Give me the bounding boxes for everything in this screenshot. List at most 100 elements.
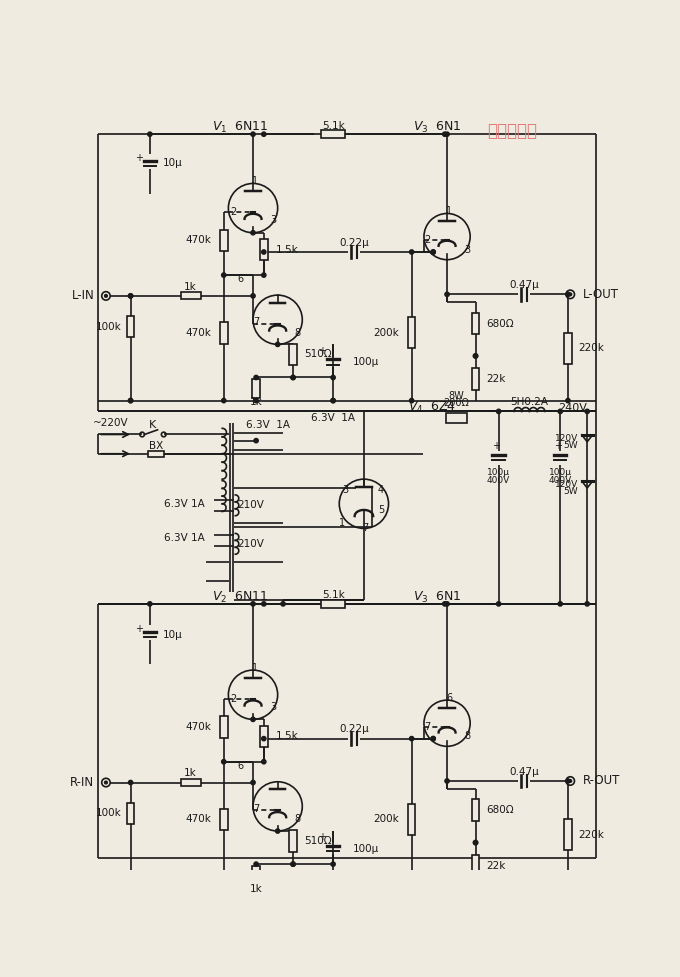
Text: 2: 2 bbox=[424, 235, 430, 245]
Circle shape bbox=[148, 602, 152, 606]
Circle shape bbox=[251, 602, 255, 606]
Circle shape bbox=[409, 885, 414, 889]
Text: 8: 8 bbox=[464, 732, 470, 742]
Text: 100µ: 100µ bbox=[549, 469, 572, 478]
Text: 1k: 1k bbox=[184, 768, 197, 779]
Circle shape bbox=[569, 293, 572, 296]
Text: 470k: 470k bbox=[186, 815, 211, 825]
Text: 210V: 210V bbox=[237, 500, 264, 510]
Circle shape bbox=[253, 295, 303, 344]
Circle shape bbox=[254, 399, 258, 403]
Circle shape bbox=[281, 602, 285, 606]
Circle shape bbox=[105, 294, 107, 297]
Text: 470k: 470k bbox=[186, 722, 211, 732]
Bar bbox=[126, 316, 135, 337]
Text: $V_3$  6N1: $V_3$ 6N1 bbox=[413, 589, 461, 605]
Bar bbox=[564, 820, 572, 850]
Text: 0.47µ: 0.47µ bbox=[509, 767, 539, 777]
Text: 1: 1 bbox=[252, 176, 258, 187]
Text: 3: 3 bbox=[464, 244, 470, 255]
Text: 7: 7 bbox=[253, 318, 259, 327]
Circle shape bbox=[262, 737, 266, 741]
Circle shape bbox=[102, 292, 110, 300]
Circle shape bbox=[409, 250, 414, 254]
Text: 0.47µ: 0.47µ bbox=[509, 280, 539, 290]
Text: 510Ω: 510Ω bbox=[304, 350, 331, 360]
Circle shape bbox=[558, 409, 562, 413]
Text: +: + bbox=[318, 346, 326, 356]
Text: 1k: 1k bbox=[250, 884, 262, 894]
Circle shape bbox=[222, 273, 226, 277]
Circle shape bbox=[473, 840, 478, 845]
Circle shape bbox=[558, 602, 562, 606]
Text: 6: 6 bbox=[446, 693, 452, 702]
Text: 8W: 8W bbox=[448, 391, 464, 401]
Circle shape bbox=[291, 862, 295, 867]
Text: R-OUT: R-OUT bbox=[583, 775, 621, 787]
Circle shape bbox=[424, 214, 470, 260]
Circle shape bbox=[262, 132, 266, 137]
Text: 680Ω: 680Ω bbox=[486, 319, 514, 328]
Text: 1: 1 bbox=[339, 518, 345, 528]
Text: 0.22µ: 0.22µ bbox=[339, 724, 369, 735]
Text: L-OUT: L-OUT bbox=[583, 288, 619, 301]
Circle shape bbox=[129, 781, 133, 785]
Circle shape bbox=[129, 885, 133, 889]
Text: 510Ω: 510Ω bbox=[304, 836, 331, 846]
Text: 1.5k: 1.5k bbox=[276, 732, 299, 742]
Text: +: + bbox=[492, 441, 500, 451]
Bar bbox=[220, 322, 228, 344]
Text: 7: 7 bbox=[253, 804, 259, 814]
Circle shape bbox=[275, 342, 279, 347]
Circle shape bbox=[569, 780, 572, 783]
Text: L-IN: L-IN bbox=[71, 289, 95, 302]
Text: 210V: 210V bbox=[237, 539, 264, 549]
Bar bbox=[126, 802, 135, 825]
Text: 1.5k: 1.5k bbox=[276, 244, 299, 255]
Text: +: + bbox=[318, 832, 326, 842]
Circle shape bbox=[445, 779, 449, 784]
Bar bbox=[321, 600, 345, 608]
Circle shape bbox=[254, 885, 258, 889]
Text: $V_3$  6N1: $V_3$ 6N1 bbox=[413, 120, 461, 135]
Circle shape bbox=[262, 250, 266, 254]
Circle shape bbox=[496, 409, 500, 413]
Circle shape bbox=[228, 670, 277, 719]
Text: 3: 3 bbox=[342, 485, 348, 495]
Text: 2: 2 bbox=[230, 694, 236, 703]
Circle shape bbox=[445, 292, 449, 296]
Text: 5.1k: 5.1k bbox=[322, 590, 345, 601]
Circle shape bbox=[473, 840, 478, 845]
Circle shape bbox=[443, 132, 447, 137]
Circle shape bbox=[291, 862, 295, 867]
Circle shape bbox=[473, 354, 478, 359]
Text: 5W: 5W bbox=[563, 487, 578, 496]
Text: BX: BX bbox=[149, 441, 163, 451]
Bar bbox=[472, 368, 479, 390]
Circle shape bbox=[262, 602, 266, 606]
Circle shape bbox=[228, 184, 277, 233]
Circle shape bbox=[473, 354, 478, 359]
Text: 5W: 5W bbox=[563, 441, 578, 449]
Circle shape bbox=[254, 862, 258, 867]
Circle shape bbox=[585, 409, 590, 413]
Text: 10µ: 10µ bbox=[163, 630, 183, 640]
Text: 3: 3 bbox=[270, 215, 276, 226]
Text: +: + bbox=[554, 441, 562, 451]
Text: 400V: 400V bbox=[549, 476, 572, 486]
Circle shape bbox=[254, 439, 258, 443]
Bar bbox=[472, 855, 479, 876]
Text: 6: 6 bbox=[237, 760, 243, 771]
Circle shape bbox=[496, 602, 500, 606]
Text: $V_4$  6Z4: $V_4$ 6Z4 bbox=[407, 400, 456, 415]
Circle shape bbox=[331, 375, 335, 380]
Circle shape bbox=[291, 375, 295, 380]
Text: 200k: 200k bbox=[373, 328, 399, 338]
Text: 5.1k: 5.1k bbox=[322, 121, 345, 131]
Text: 7: 7 bbox=[424, 722, 430, 732]
Bar bbox=[289, 344, 297, 365]
Text: 5: 5 bbox=[377, 505, 384, 515]
Circle shape bbox=[443, 602, 447, 606]
Bar bbox=[181, 779, 201, 786]
Circle shape bbox=[129, 294, 133, 298]
